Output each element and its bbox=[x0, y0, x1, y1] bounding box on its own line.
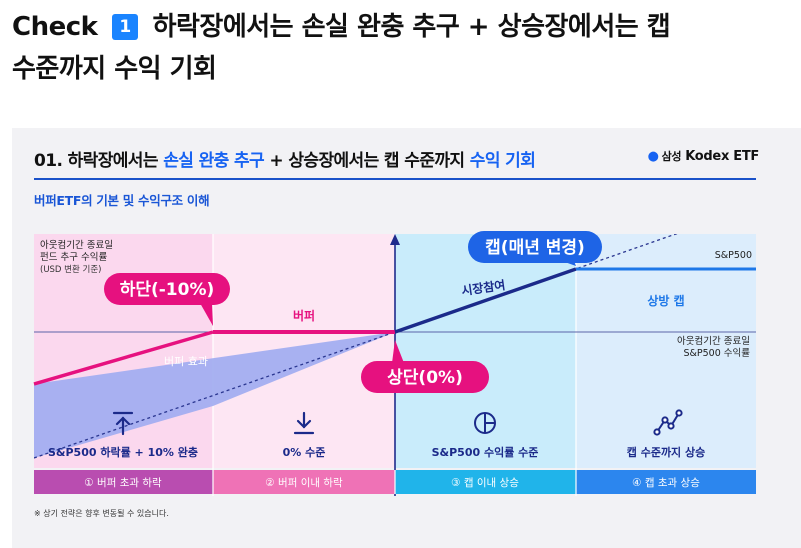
y-axis-label-line-1: 아웃컴기간 종료일 bbox=[40, 239, 113, 251]
diagram-subtitle: 버퍼ETF의 기본 및 수익구조 이해 bbox=[34, 193, 210, 208]
x-axis-label-line-1: 아웃컴기간 종료일 bbox=[677, 335, 750, 347]
zone-4-background bbox=[576, 234, 756, 468]
lower-bound-callout: 하단(-10%) bbox=[104, 273, 230, 326]
scenario-2-label: ② 버퍼 이내 하락 bbox=[265, 476, 343, 489]
scenario-1-label: ① 버퍼 초과 하락 bbox=[84, 476, 162, 489]
cap-callout: 캡(매년 변경) bbox=[468, 231, 602, 266]
sp500-return-line bbox=[34, 234, 678, 459]
sp500-line-label: S&P500 bbox=[715, 250, 752, 261]
split-circle-icon bbox=[474, 412, 496, 434]
buffer-etf-card: 01. 하락장에서는 손실 완충 추구 + 상승장에서는 캡 수준까지 수익 기… bbox=[12, 128, 801, 548]
card-title-part-1: 01. 하락장에서는 bbox=[34, 151, 164, 171]
title-divider bbox=[34, 178, 756, 180]
scenario-1-outcome: S&P500 하락률 + 10% 완충 bbox=[48, 445, 198, 459]
buffer-effect-label: 버퍼 효과 bbox=[164, 355, 208, 368]
cap-callout-text: 캡(매년 변경) bbox=[485, 238, 585, 258]
scenario-2-outcome: 0% 수준 bbox=[283, 446, 326, 459]
payoff-diagram: 아웃컴기간 종료일 펀드 추구 수익률 (USD 변환 기준) 아웃컴기간 종료… bbox=[33, 231, 756, 496]
brand-logo: ● 삼성 Kodex ETF bbox=[647, 148, 760, 164]
card-title-highlight-2: 수익 기회 bbox=[469, 151, 536, 171]
location-pin-icon: ● bbox=[647, 149, 659, 164]
scenario-4-outcome: 캡 수준까지 상승 bbox=[627, 445, 706, 459]
fund-line-participation bbox=[394, 267, 577, 334]
buffer-label: 버퍼 bbox=[293, 308, 315, 323]
arrow-down-icon bbox=[293, 411, 315, 435]
scenario-3-bar bbox=[395, 470, 576, 494]
scenario-4-label: ④ 캡 초과 상승 bbox=[632, 477, 700, 489]
trend-line-icon bbox=[653, 409, 683, 436]
heading-text-line-2: 수준까지 수익 기회 bbox=[12, 54, 217, 84]
rising-participation-label: 시장참여 bbox=[460, 277, 506, 298]
fund-line-below-buffer bbox=[33, 330, 214, 386]
upper-bound-callout-text: 상단(0%) bbox=[387, 368, 463, 388]
card-title-highlight-1: 손실 완충 추구 bbox=[163, 151, 265, 171]
check-label: Check bbox=[12, 12, 98, 42]
footnote: ※ 상기 전략은 향후 변동될 수 있습니다. bbox=[34, 509, 169, 518]
y-axis-label-line-2: 펀드 추구 수익률 bbox=[40, 251, 107, 263]
card-title: 01. 하락장에서는 손실 완충 추구 + 상승장에서는 캡 수준까지 수익 기… bbox=[34, 146, 536, 171]
upside-cap-label: 상방 캡 bbox=[647, 293, 684, 308]
scenario-1-bar bbox=[34, 470, 213, 494]
x-axis-label-line-2: S&P500 수익률 bbox=[683, 347, 750, 359]
upper-bound-callout: 상단(0%) bbox=[361, 340, 489, 393]
y-axis-label-line-3: (USD 변환 기준) bbox=[40, 264, 101, 275]
scenario-2-bar bbox=[213, 470, 395, 494]
brand-name: 삼성 bbox=[661, 150, 682, 163]
heading-line-1: Check 1 하락장에서는 손실 완충 추구 + 상승장에서는 캡 bbox=[12, 6, 792, 48]
page-heading: Check 1 하락장에서는 손실 완충 추구 + 상승장에서는 캡 수준까지 … bbox=[12, 6, 792, 90]
scenario-3-outcome: S&P500 수익률 수준 bbox=[432, 446, 539, 459]
heading-text-line-1: 하락장에서는 손실 완충 추구 + 상승장에서는 캡 bbox=[152, 12, 671, 42]
y-axis-arrow-icon bbox=[390, 234, 400, 245]
buffer-effect-area bbox=[34, 332, 395, 458]
brand-product: Kodex ETF bbox=[685, 149, 759, 164]
scenario-4-bar bbox=[576, 470, 756, 494]
step-number-badge: 1 bbox=[112, 14, 138, 40]
lower-bound-callout-text: 하단(-10%) bbox=[120, 280, 215, 300]
card-title-part-2: + 상승장에서는 캡 수준까지 bbox=[264, 151, 470, 171]
scenario-3-label: ③ 캡 이내 상승 bbox=[451, 477, 519, 489]
arrow-up-icon bbox=[112, 411, 134, 436]
